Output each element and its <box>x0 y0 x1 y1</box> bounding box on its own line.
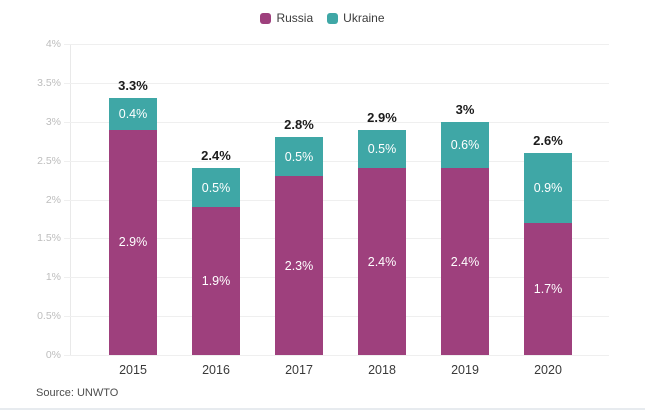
gridline <box>64 238 609 240</box>
russia-segment-2016: 1.9% <box>192 207 240 355</box>
russia-value-label: 2.4% <box>450 254 480 269</box>
ukraine-value-label: 0.9% <box>533 180 563 195</box>
source-note: Source: UNWTO <box>36 387 119 399</box>
x-axis-label-2020: 2020 <box>534 363 562 377</box>
ukraine-segment-2017: 0.5% <box>275 137 323 177</box>
gridline <box>64 82 609 84</box>
x-axis-label-2017: 2017 <box>285 363 313 377</box>
x-axis-label-2018: 2018 <box>368 363 396 377</box>
russia-segment-2020: 1.7% <box>524 222 572 355</box>
y-axis-tick-label: 2.5% <box>37 154 61 167</box>
gridline <box>64 277 609 279</box>
gridline <box>64 199 609 201</box>
gridline <box>64 44 609 45</box>
russia-value-label: 1.7% <box>533 281 563 296</box>
ukraine-segment-2015: 0.4% <box>109 98 157 130</box>
total-label-2018: 2.9% <box>367 109 397 125</box>
russia-value-label: 2.3% <box>284 258 314 273</box>
gridline <box>64 316 609 318</box>
y-axis-tick-label: 3.5% <box>37 76 61 89</box>
russia-value-label: 2.4% <box>367 254 397 269</box>
y-axis-tick-label: 2% <box>45 193 61 206</box>
bar-group-2018: 2.4% 0.5% 2.9% <box>358 110 406 355</box>
bar-group-2019: 2.4% 0.6% 3% <box>441 102 489 355</box>
ukraine-value-label: 0.4% <box>118 106 148 121</box>
legend-item-russia[interactable]: Russia <box>260 11 313 25</box>
russia-value-label: 1.9% <box>201 274 231 289</box>
ukraine-value-label: 0.5% <box>367 141 397 156</box>
ukraine-segment-2016: 0.5% <box>192 168 240 208</box>
x-axis-label-2015: 2015 <box>119 363 147 377</box>
ukraine-segment-2020: 0.9% <box>524 152 572 223</box>
total-label-2015: 3.3% <box>118 78 148 94</box>
ukraine-segment-2019: 0.6% <box>441 121 489 169</box>
gridline <box>64 121 609 123</box>
ukraine-segment-2018: 0.5% <box>358 129 406 169</box>
total-label-2016: 2.4% <box>201 148 231 164</box>
russia-segment-2017: 2.3% <box>275 176 323 355</box>
bar-group-2015: 2.9% 0.4% 3.3% <box>109 78 157 355</box>
russia-segment-2018: 2.4% <box>358 168 406 355</box>
ukraine-value-label: 0.6% <box>450 138 480 153</box>
ukraine-swatch-icon <box>327 12 339 24</box>
bar-group-2016: 1.9% 0.5% 2.4% <box>192 148 240 355</box>
y-axis-tick-label: 0% <box>45 349 61 361</box>
russia-segment-2019: 2.4% <box>441 168 489 355</box>
legend-label-ukraine: Ukraine <box>343 11 385 25</box>
chart-legend: Russia Ukraine <box>0 11 645 25</box>
total-label-2017: 2.8% <box>284 117 314 133</box>
ukraine-value-label: 0.5% <box>201 180 231 195</box>
plot-area: 0% 0.5% 1% 1.5% 2% 2.5% 3% 3.5% 4% 2.9% 0.4% 3.3% 20… <box>37 38 609 377</box>
x-axis-label-2016: 2016 <box>202 363 230 377</box>
x-axis-label-2019: 2019 <box>451 363 479 377</box>
legend-item-ukraine[interactable]: Ukraine <box>327 11 385 25</box>
legend-label-russia: Russia <box>276 11 314 25</box>
y-axis-tick-label: 1% <box>45 271 61 284</box>
gridline <box>64 355 609 356</box>
y-axis-tick-label: 3% <box>45 115 61 128</box>
y-axis-tick-label: 4% <box>45 38 61 50</box>
gridline <box>64 160 609 162</box>
total-label-2019: 3% <box>455 101 475 117</box>
y-axis-tick-label: 1.5% <box>37 232 61 245</box>
bar-group-2020: 1.7% 0.9% 2.6% <box>524 133 572 355</box>
russia-segment-2015: 2.9% <box>109 129 157 355</box>
russia-swatch-icon <box>260 12 272 24</box>
russia-value-label: 2.9% <box>118 235 148 250</box>
y-axis-tick-label: 0.5% <box>37 310 61 323</box>
bar-group-2017: 2.3% 0.5% 2.8% <box>275 117 323 355</box>
ukraine-value-label: 0.5% <box>284 149 314 164</box>
total-label-2020: 2.6% <box>533 132 563 148</box>
